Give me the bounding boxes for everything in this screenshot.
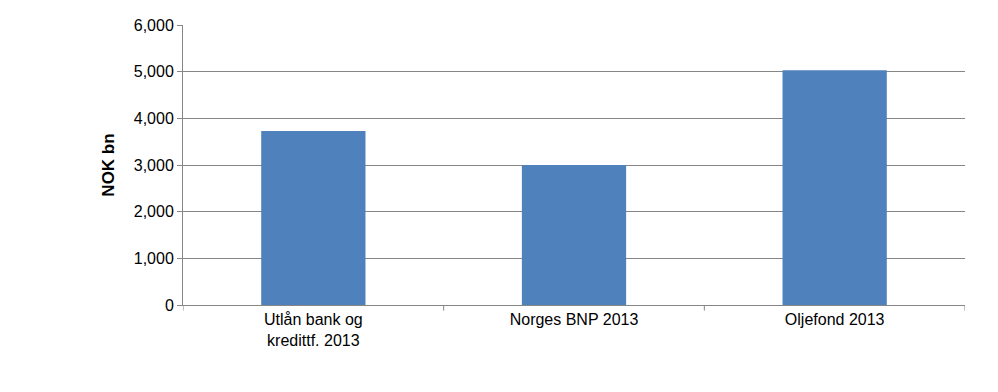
- svg-text:NOK bn: NOK bn: [99, 133, 118, 196]
- svg-text:0: 0: [165, 297, 174, 314]
- svg-text:5,000: 5,000: [134, 63, 174, 80]
- svg-text:1,000: 1,000: [134, 250, 174, 267]
- svg-text:Oljefond 2013: Oljefond 2013: [785, 311, 885, 328]
- svg-text:3,000: 3,000: [134, 157, 174, 174]
- svg-text:Utlån bank ogkredittf. 2013: Utlån bank ogkredittf. 2013: [264, 311, 363, 349]
- svg-text:Norges BNP 2013: Norges BNP 2013: [510, 311, 639, 328]
- svg-text:6,000: 6,000: [134, 17, 174, 34]
- svg-text:4,000: 4,000: [134, 110, 174, 127]
- svg-text:2,000: 2,000: [134, 203, 174, 220]
